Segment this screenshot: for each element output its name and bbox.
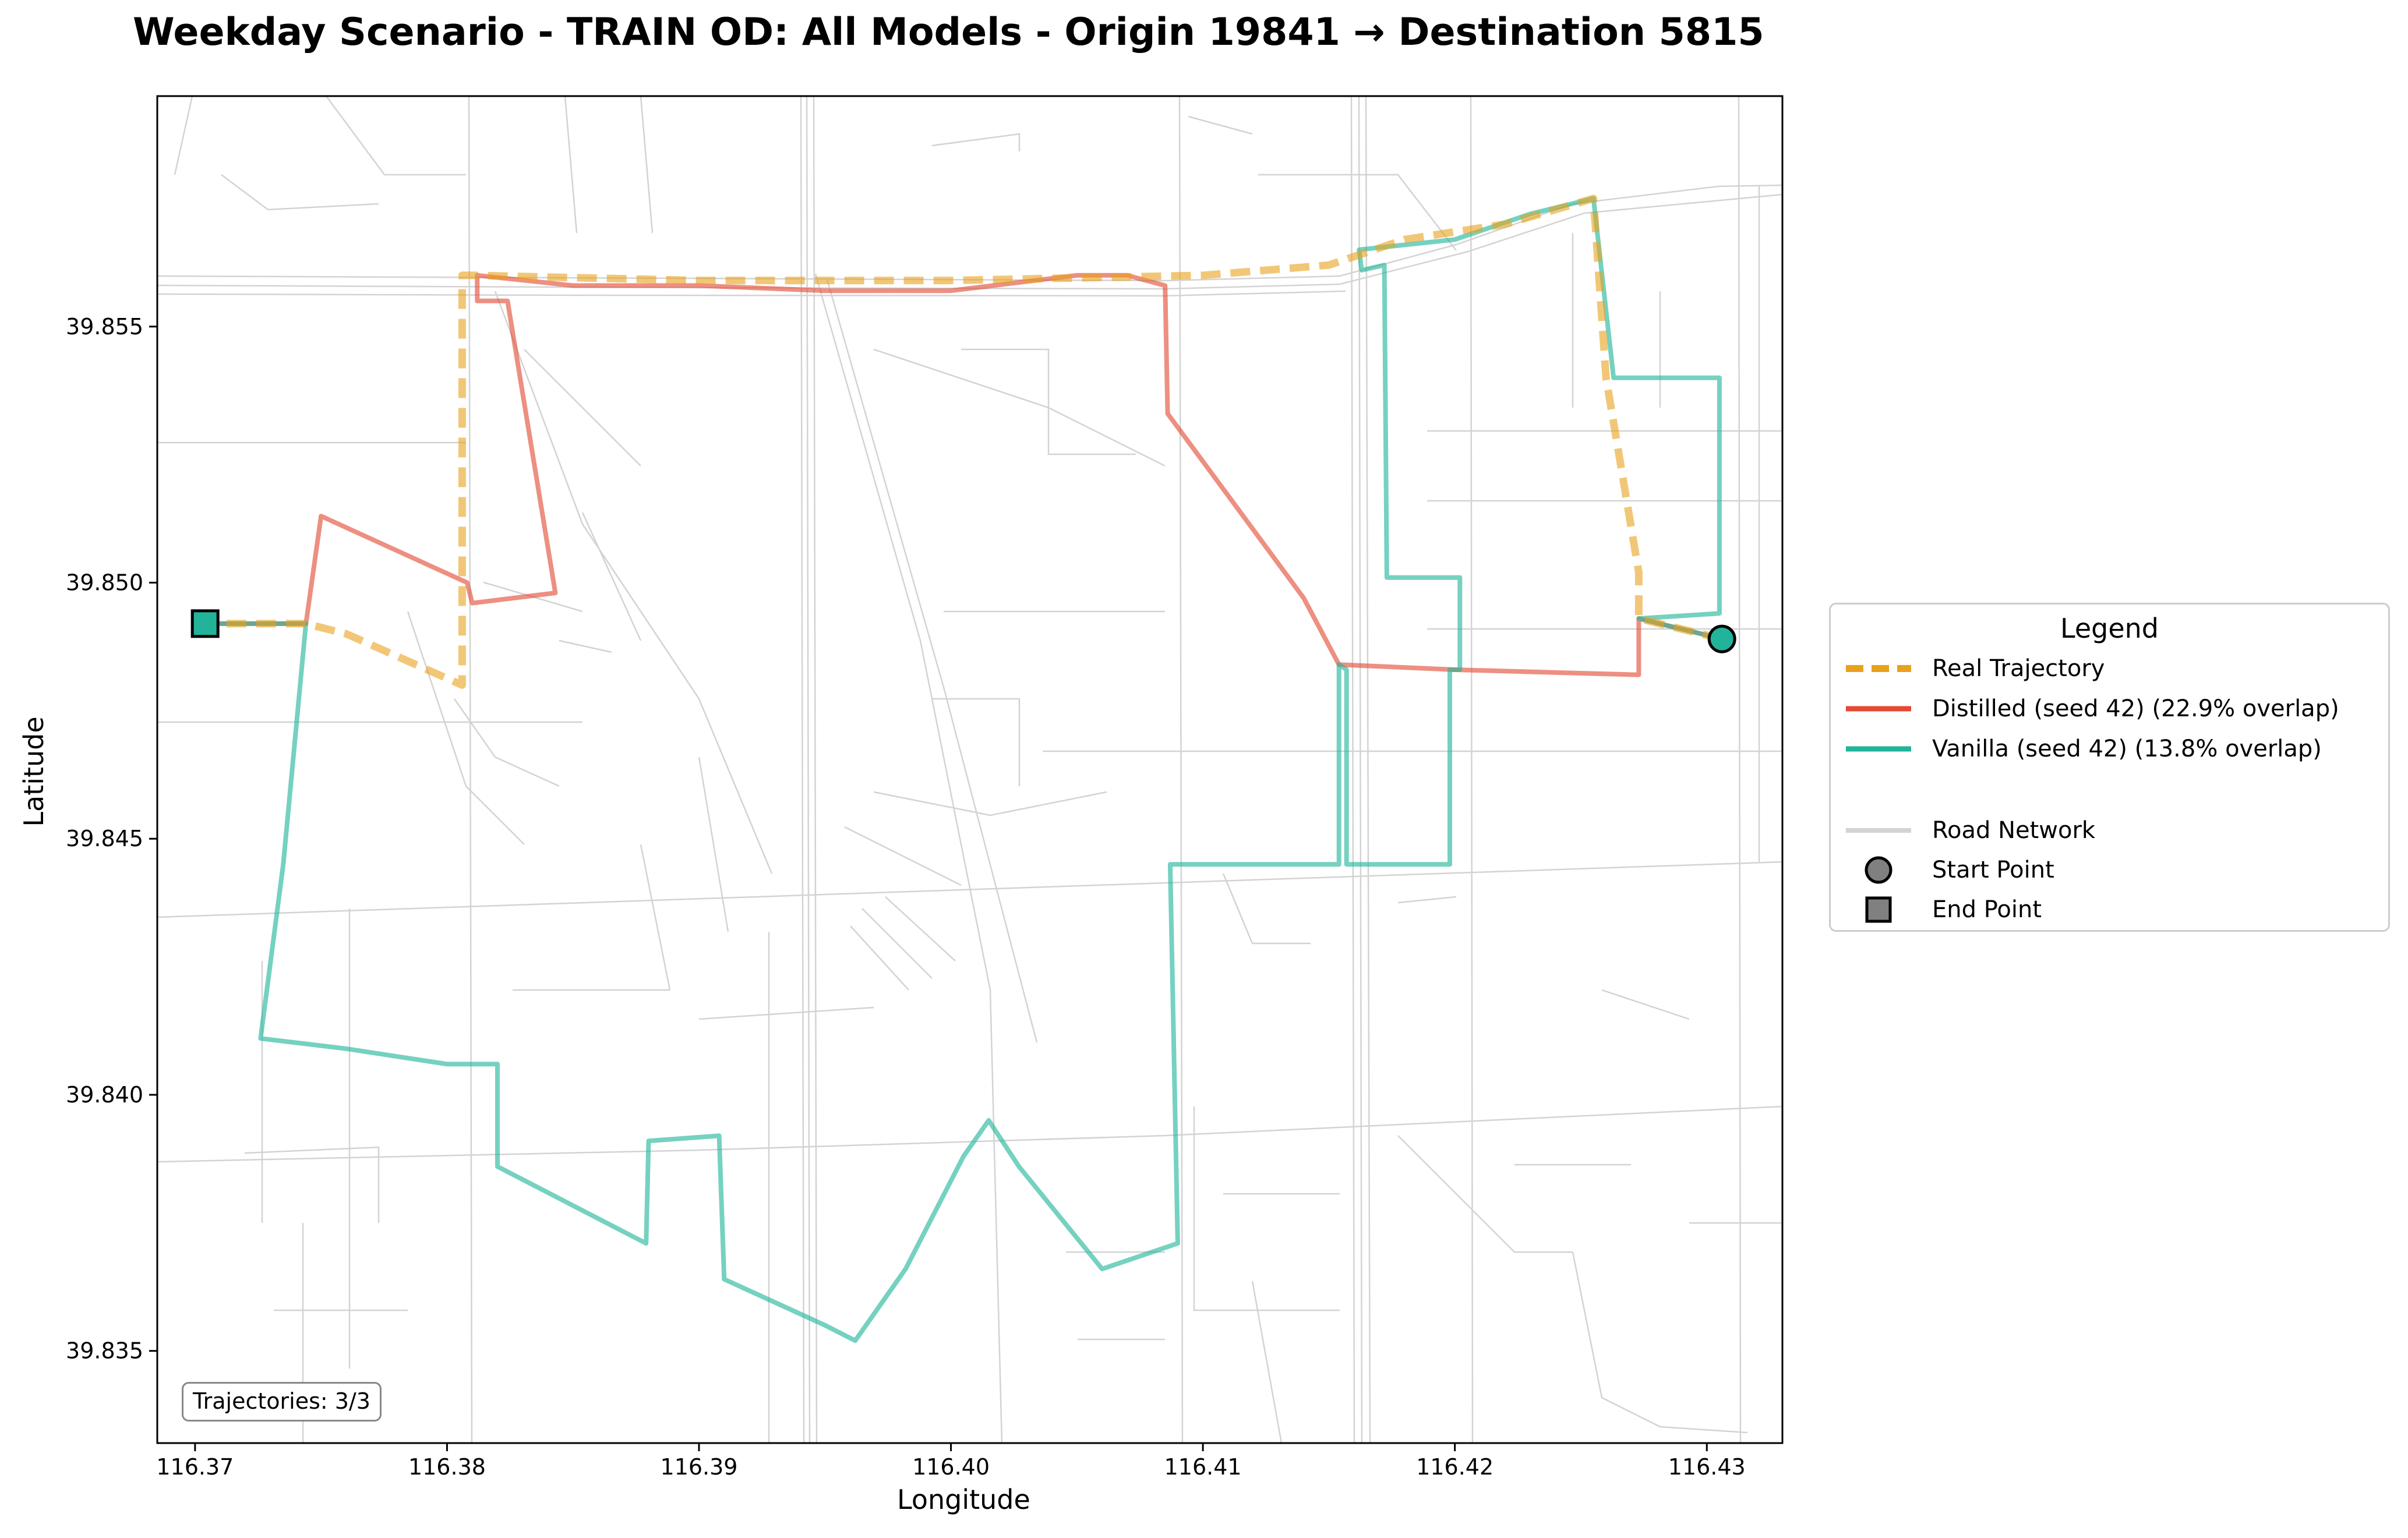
plot-frame — [156, 95, 1784, 1444]
road-segment — [640, 96, 654, 234]
road-segment — [1572, 1251, 1748, 1434]
chart-title: Weekday Scenario - TRAIN OD: All Models … — [133, 10, 1764, 54]
legend-entry-vanilla: Vanilla (seed 42) (13.8% overlap) — [1844, 731, 2322, 766]
road-segment — [581, 512, 642, 641]
road-segment — [1470, 96, 1474, 1443]
x-axis: 116.37 116.38 116.39 116.40 116.41 116.42 116.… — [156, 1443, 1746, 1480]
road-segment — [157, 1105, 1782, 1163]
road-segment — [494, 291, 773, 874]
road-segment — [1178, 96, 1184, 1443]
start-point-icon — [1865, 856, 1892, 884]
road-segment — [844, 826, 962, 886]
road-segment — [1188, 115, 1253, 135]
road-segment — [453, 698, 560, 787]
x-axis-label: Longitude — [897, 1484, 1030, 1515]
legend-label: End Point — [1932, 896, 2042, 923]
road-segment — [932, 698, 1021, 786]
legend-title: Legend — [2060, 613, 2159, 644]
road-segment — [1350, 96, 1355, 1443]
road-network — [157, 96, 1782, 1443]
legend-entry-start-point: Start Point — [1844, 853, 2054, 888]
road-segment — [1601, 989, 1690, 1020]
legend-label: Start Point — [1932, 857, 2054, 883]
road-segment — [524, 349, 641, 466]
y-tick-label: 39.850 — [66, 570, 143, 595]
legend-label: Distilled (seed 42) (22.9% overlap) — [1932, 695, 2339, 722]
road-segment — [1738, 96, 1742, 1443]
legend-entry-road-network: Road Network — [1844, 813, 2095, 848]
road-segment — [961, 348, 1136, 455]
road-segment — [1358, 96, 1363, 1443]
road-segment — [814, 273, 1003, 1443]
trajectory-counter: Trajectories: 3/3 — [182, 1382, 382, 1422]
x-tick-label: 116.38 — [408, 1454, 486, 1480]
y-tick-label: 39.835 — [66, 1338, 143, 1364]
x-tick-label: 116.37 — [156, 1454, 234, 1480]
legend-swatch-distilled — [1846, 706, 1911, 712]
road-segment — [559, 639, 612, 653]
legend: Legend Real Trajectory Distilled (seed 4… — [1829, 603, 2390, 932]
legend-label: Real Trajectory — [1932, 655, 2105, 682]
road-segment — [1397, 896, 1457, 904]
y-tick-label: 39.855 — [66, 314, 143, 340]
road-segment — [698, 1006, 874, 1020]
road-segment — [800, 96, 805, 1443]
y-tick-label: 39.840 — [66, 1082, 143, 1108]
road-segment — [861, 908, 933, 979]
road-segment — [1258, 174, 1457, 251]
road-segment — [157, 290, 1346, 297]
legend-swatch-real-trajectory — [1846, 665, 1911, 672]
endpoint-markers — [190, 609, 1736, 653]
trajectories — [203, 195, 1725, 1343]
road-segment — [1222, 873, 1311, 945]
plot-background — [157, 96, 1782, 1443]
road-segment — [157, 184, 1782, 282]
y-axis-label: Latitude — [18, 716, 50, 827]
start-point-marker — [1707, 624, 1736, 653]
road-segment — [813, 96, 818, 1443]
legend-label: Road Network — [1932, 817, 2096, 844]
end-point-marker — [190, 609, 220, 638]
road-segment — [221, 174, 379, 211]
legend-entry-real-trajectory: Real Trajectory — [1844, 651, 2105, 686]
road-segment — [931, 133, 1021, 151]
road-segment — [873, 791, 1107, 816]
end-point-icon — [1865, 896, 1892, 923]
trajectory-line-distilled — [203, 273, 1725, 677]
road-segment — [1251, 1281, 1283, 1443]
x-tick-label: 116.42 — [1416, 1454, 1493, 1480]
road-segment — [468, 96, 473, 1443]
y-axis: 39.835 39.840 39.845 39.850 39.855 — [66, 314, 157, 1364]
y-tick-label: 39.845 — [66, 826, 143, 851]
road-segment — [1365, 96, 1371, 1443]
road-segment — [826, 279, 1038, 1043]
x-tick-label: 116.40 — [912, 1454, 990, 1480]
road-segment — [174, 96, 193, 175]
road-segment — [564, 96, 578, 234]
x-tick-label: 116.39 — [661, 1454, 738, 1480]
x-tick-label: 116.41 — [1164, 1454, 1242, 1480]
road-segment — [1397, 1135, 1573, 1253]
x-tick-label: 116.43 — [1668, 1454, 1746, 1480]
road-segment — [1193, 1106, 1340, 1311]
legend-swatch-vanilla — [1846, 746, 1911, 752]
road-segment — [850, 925, 909, 991]
road-segment — [325, 96, 466, 176]
road-segment — [885, 896, 956, 961]
legend-label: Vanilla (seed 42) (13.8% overlap) — [1932, 736, 2322, 762]
road-segment — [806, 96, 811, 1443]
road-segment — [640, 844, 671, 991]
trajectory-line-real — [205, 195, 1723, 689]
road-segment — [244, 1146, 380, 1223]
road-segment — [698, 756, 729, 932]
legend-entry-distilled: Distilled (seed 42) (22.9% overlap) — [1844, 691, 2339, 726]
legend-entry-end-point: End Point — [1844, 892, 2042, 927]
legend-swatch-road — [1846, 828, 1911, 833]
